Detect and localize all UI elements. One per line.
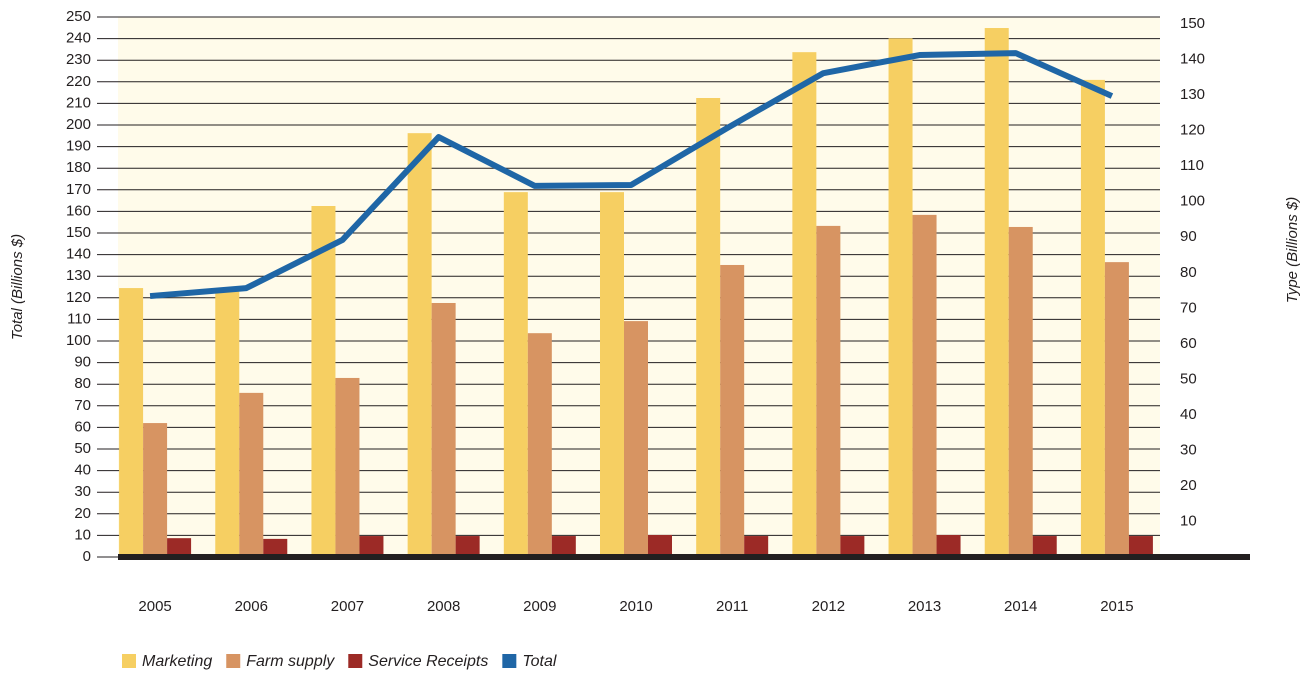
bar <box>551 536 576 557</box>
y2-tick-label: 70 <box>1180 299 1197 316</box>
y-tick-label: 0 <box>83 548 91 565</box>
y-tick-label: 210 <box>66 94 91 111</box>
bar <box>1008 226 1033 558</box>
legend-swatch <box>348 654 363 668</box>
legend-swatch <box>226 654 241 668</box>
bar <box>335 377 360 557</box>
x-tick-label: 2007 <box>331 598 364 615</box>
bar <box>1104 262 1129 557</box>
y-tick-label: 120 <box>66 289 91 306</box>
bar <box>816 225 841 558</box>
y-tick-label: 200 <box>66 116 91 133</box>
y-tick-label: 180 <box>66 159 91 176</box>
x-tick-label: 2010 <box>619 598 652 615</box>
y-tick-label: 250 <box>66 8 91 25</box>
y-tick-label: 60 <box>74 418 91 435</box>
y-tick-label: 230 <box>66 51 91 68</box>
y2-axis-title: Type (Billions $) <box>1284 197 1301 303</box>
legend-label: Marketing <box>142 653 212 670</box>
y-tick-label: 80 <box>74 375 91 392</box>
bar <box>503 192 528 558</box>
bar <box>431 302 456 557</box>
y2-tick-label: 90 <box>1180 228 1197 245</box>
x-tick-label: 2015 <box>1100 598 1133 615</box>
x-tick-label: 2006 <box>235 598 268 615</box>
bar <box>167 538 192 557</box>
y-tick-label: 110 <box>67 310 91 327</box>
bar <box>263 538 288 557</box>
y-tick-label: 140 <box>66 246 91 263</box>
x-tick-label: 2005 <box>138 598 171 615</box>
x-tick-label: 2014 <box>1004 598 1037 615</box>
x-tick-label: 2009 <box>523 598 556 615</box>
y-tick-label: 30 <box>74 483 91 500</box>
y-tick-label: 90 <box>74 354 91 371</box>
y2-tick-label: 150 <box>1180 15 1205 32</box>
y-tick-label: 160 <box>66 202 91 219</box>
line-series <box>149 50 1114 300</box>
legend-swatch <box>502 654 517 668</box>
bar <box>119 288 144 557</box>
legend-label: Total <box>522 653 557 670</box>
y2-tick-label: 10 <box>1180 512 1197 529</box>
bar <box>696 98 721 557</box>
bar <box>407 133 432 557</box>
bar <box>888 38 913 557</box>
legend-label: Service Receipts <box>368 653 488 670</box>
x-tick-label: 2013 <box>908 598 941 615</box>
bar <box>239 392 264 557</box>
bar <box>311 206 336 557</box>
y2-tick-label: 40 <box>1180 406 1197 423</box>
bar <box>624 321 648 557</box>
y2-tick-label: 20 <box>1180 477 1197 494</box>
y-axis-title: Total (Billions $) <box>9 234 26 340</box>
x-tick-label: 2008 <box>427 598 460 615</box>
y-tick-label: 20 <box>74 505 91 522</box>
legend-label: Farm supply <box>246 653 335 670</box>
bar <box>744 536 769 557</box>
bar <box>984 28 1009 557</box>
y-tick-label: 100 <box>66 332 91 349</box>
bar <box>1032 536 1057 557</box>
legend-swatch <box>122 654 136 668</box>
bar <box>912 214 937 557</box>
y2-tick-label: 50 <box>1180 370 1197 387</box>
y-tick-label: 70 <box>74 397 91 414</box>
y-tick-label: 220 <box>66 73 91 90</box>
x-tick-label: 2011 <box>716 598 748 615</box>
y-tick-label: 190 <box>66 138 91 155</box>
bar <box>215 290 240 557</box>
y-tick-label: 130 <box>66 267 91 284</box>
y2-tick-label: 120 <box>1180 122 1205 139</box>
bar <box>936 534 961 557</box>
bar <box>1128 536 1153 557</box>
bar <box>359 536 384 557</box>
bar <box>455 536 480 557</box>
bar <box>648 534 672 557</box>
bar <box>600 192 624 558</box>
y-tick-label: 50 <box>74 440 91 457</box>
y-tick-label: 40 <box>74 462 91 479</box>
y-tick-label: 150 <box>66 224 91 241</box>
y2-tick-label: 140 <box>1180 51 1205 68</box>
y2-tick-label: 130 <box>1180 86 1205 103</box>
y2-tick-label: 30 <box>1180 441 1197 458</box>
y-tick-label: 240 <box>66 30 91 47</box>
bar <box>143 423 168 557</box>
y2-tick-label: 110 <box>1180 157 1204 174</box>
x-tick-label: 2012 <box>812 598 845 615</box>
bar <box>527 333 552 557</box>
y2-tick-label: 100 <box>1180 193 1205 210</box>
bar <box>720 264 745 557</box>
bar <box>840 536 865 557</box>
y2-tick-label: 60 <box>1180 335 1197 352</box>
bar <box>792 52 817 557</box>
bar <box>1080 79 1105 557</box>
y2-tick-label: 80 <box>1180 264 1197 281</box>
y-tick-label: 10 <box>74 526 91 543</box>
y-tick-label: 170 <box>66 181 91 198</box>
